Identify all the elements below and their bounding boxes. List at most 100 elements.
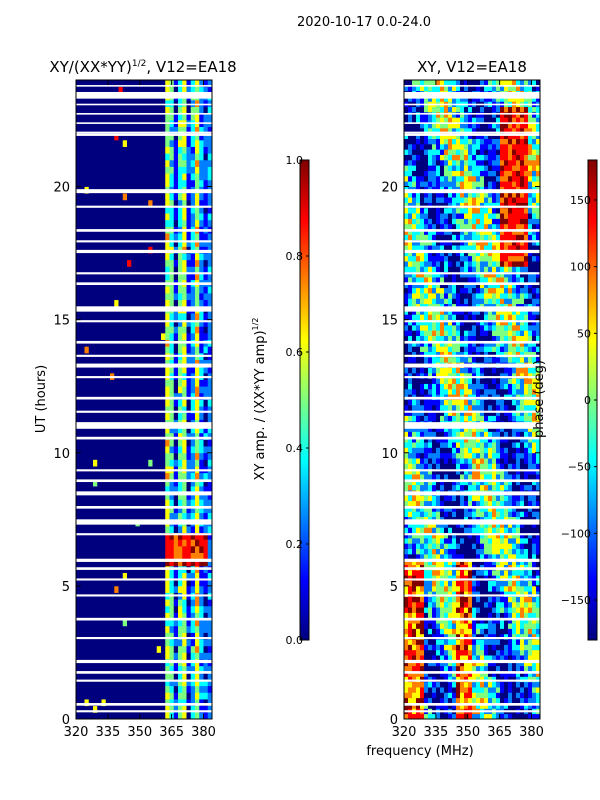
heatmap-cell <box>173 499 179 507</box>
heatmap-cell <box>207 346 212 354</box>
heatmap-cell <box>101 113 107 121</box>
heatmap-cell <box>444 692 449 699</box>
heatmap-cell <box>105 612 111 620</box>
heatmap-cell <box>122 332 128 340</box>
heatmap-cell <box>101 166 107 174</box>
heatmap-cell <box>524 442 529 448</box>
heatmap-cell <box>182 366 187 374</box>
x-tick-label: 350 <box>127 725 152 740</box>
heatmap-cell <box>416 553 421 560</box>
heatmap-cell <box>496 585 501 592</box>
heatmap-cell <box>101 539 107 547</box>
heatmap-cell <box>432 527 437 534</box>
heatmap-cell <box>97 286 102 294</box>
heatmap-cell <box>424 452 429 459</box>
heatmap-cell <box>178 552 183 560</box>
heatmap-cell <box>190 619 196 627</box>
heatmap-cell <box>424 521 429 528</box>
heatmap-cell <box>195 399 200 407</box>
heatmap-cell <box>207 319 212 327</box>
heatmap-cell <box>528 474 533 480</box>
heatmap-cell <box>114 665 119 673</box>
heatmap-cell <box>532 639 537 645</box>
heatmap-cell <box>173 386 179 394</box>
heatmap-cell <box>190 492 196 500</box>
heatmap-cell <box>165 552 170 560</box>
heatmap-cell <box>488 649 493 656</box>
missing-data-gap <box>76 282 212 286</box>
heatmap-cell <box>424 495 429 502</box>
heatmap-cell <box>97 86 102 94</box>
heatmap-cell <box>432 553 437 560</box>
heatmap-cell <box>93 699 98 707</box>
heatmap-cell <box>464 511 469 518</box>
heatmap-cell <box>484 431 489 438</box>
heatmap-cell <box>152 86 158 94</box>
heatmap-cell <box>536 495 540 502</box>
heatmap-cell <box>169 346 175 354</box>
heatmap-cell <box>460 495 465 502</box>
heatmap-cell <box>173 359 179 367</box>
heatmap-cell <box>97 532 102 540</box>
heatmap-cell <box>169 113 175 121</box>
heatmap-cell <box>460 607 465 613</box>
heatmap-cell <box>127 439 132 447</box>
heatmap-cell <box>424 474 429 480</box>
heatmap-cell <box>127 652 132 660</box>
heatmap-cell <box>122 193 128 201</box>
heatmap-cell <box>532 548 537 555</box>
heatmap-cell <box>118 199 124 207</box>
heatmap-cell <box>127 645 132 653</box>
heatmap-cell <box>156 80 162 88</box>
heatmap-cell <box>182 233 187 241</box>
heatmap-cell <box>105 452 111 460</box>
heatmap-cell <box>165 326 170 334</box>
heatmap-cell <box>512 633 517 640</box>
heatmap-cell <box>472 569 477 576</box>
heatmap-cell <box>97 479 102 487</box>
heatmap-cell <box>110 472 115 480</box>
heatmap-cell <box>110 193 115 201</box>
heatmap-cell <box>444 681 449 688</box>
heatmap-cell <box>161 705 166 713</box>
heatmap-cell <box>80 545 85 553</box>
heatmap-cell <box>114 559 119 567</box>
heatmap-cell <box>508 532 513 539</box>
heatmap-cell <box>404 447 409 454</box>
heatmap-cell <box>178 432 183 440</box>
heatmap-cell <box>456 532 461 539</box>
heatmap-cell <box>131 193 136 201</box>
heatmap-cell <box>528 692 533 699</box>
heatmap-cell <box>520 569 525 576</box>
heatmap-cell <box>148 479 153 487</box>
heatmap-cell <box>424 580 429 587</box>
heatmap-cell <box>76 253 81 261</box>
heatmap-cell <box>88 139 94 147</box>
heatmap-cell <box>456 623 461 629</box>
heatmap-cell <box>440 543 445 549</box>
heatmap-cell <box>436 463 441 470</box>
heatmap-cell <box>440 506 445 512</box>
heatmap-cell <box>420 559 425 565</box>
heatmap-cell <box>186 612 192 620</box>
heatmap-cell <box>488 639 493 645</box>
heatmap-cell <box>144 639 149 647</box>
heatmap-cell <box>84 273 90 281</box>
heatmap-cell <box>448 681 453 688</box>
heatmap-cell <box>524 713 529 719</box>
heatmap-cell <box>139 133 145 141</box>
heatmap-cell <box>456 580 461 587</box>
heatmap-cell <box>135 199 141 207</box>
heatmap-cell <box>101 406 107 414</box>
heatmap-cell <box>464 452 469 459</box>
heatmap-cell <box>416 543 421 549</box>
heatmap-cell <box>207 426 212 434</box>
heatmap-cell <box>532 601 537 608</box>
heatmap-cell <box>524 506 529 512</box>
heatmap-cell <box>144 286 149 294</box>
heatmap-cell <box>152 532 158 540</box>
heatmap-cell <box>428 687 433 693</box>
heatmap-cell <box>173 166 179 174</box>
heatmap-cell <box>169 286 175 294</box>
heatmap-cell <box>110 692 115 700</box>
